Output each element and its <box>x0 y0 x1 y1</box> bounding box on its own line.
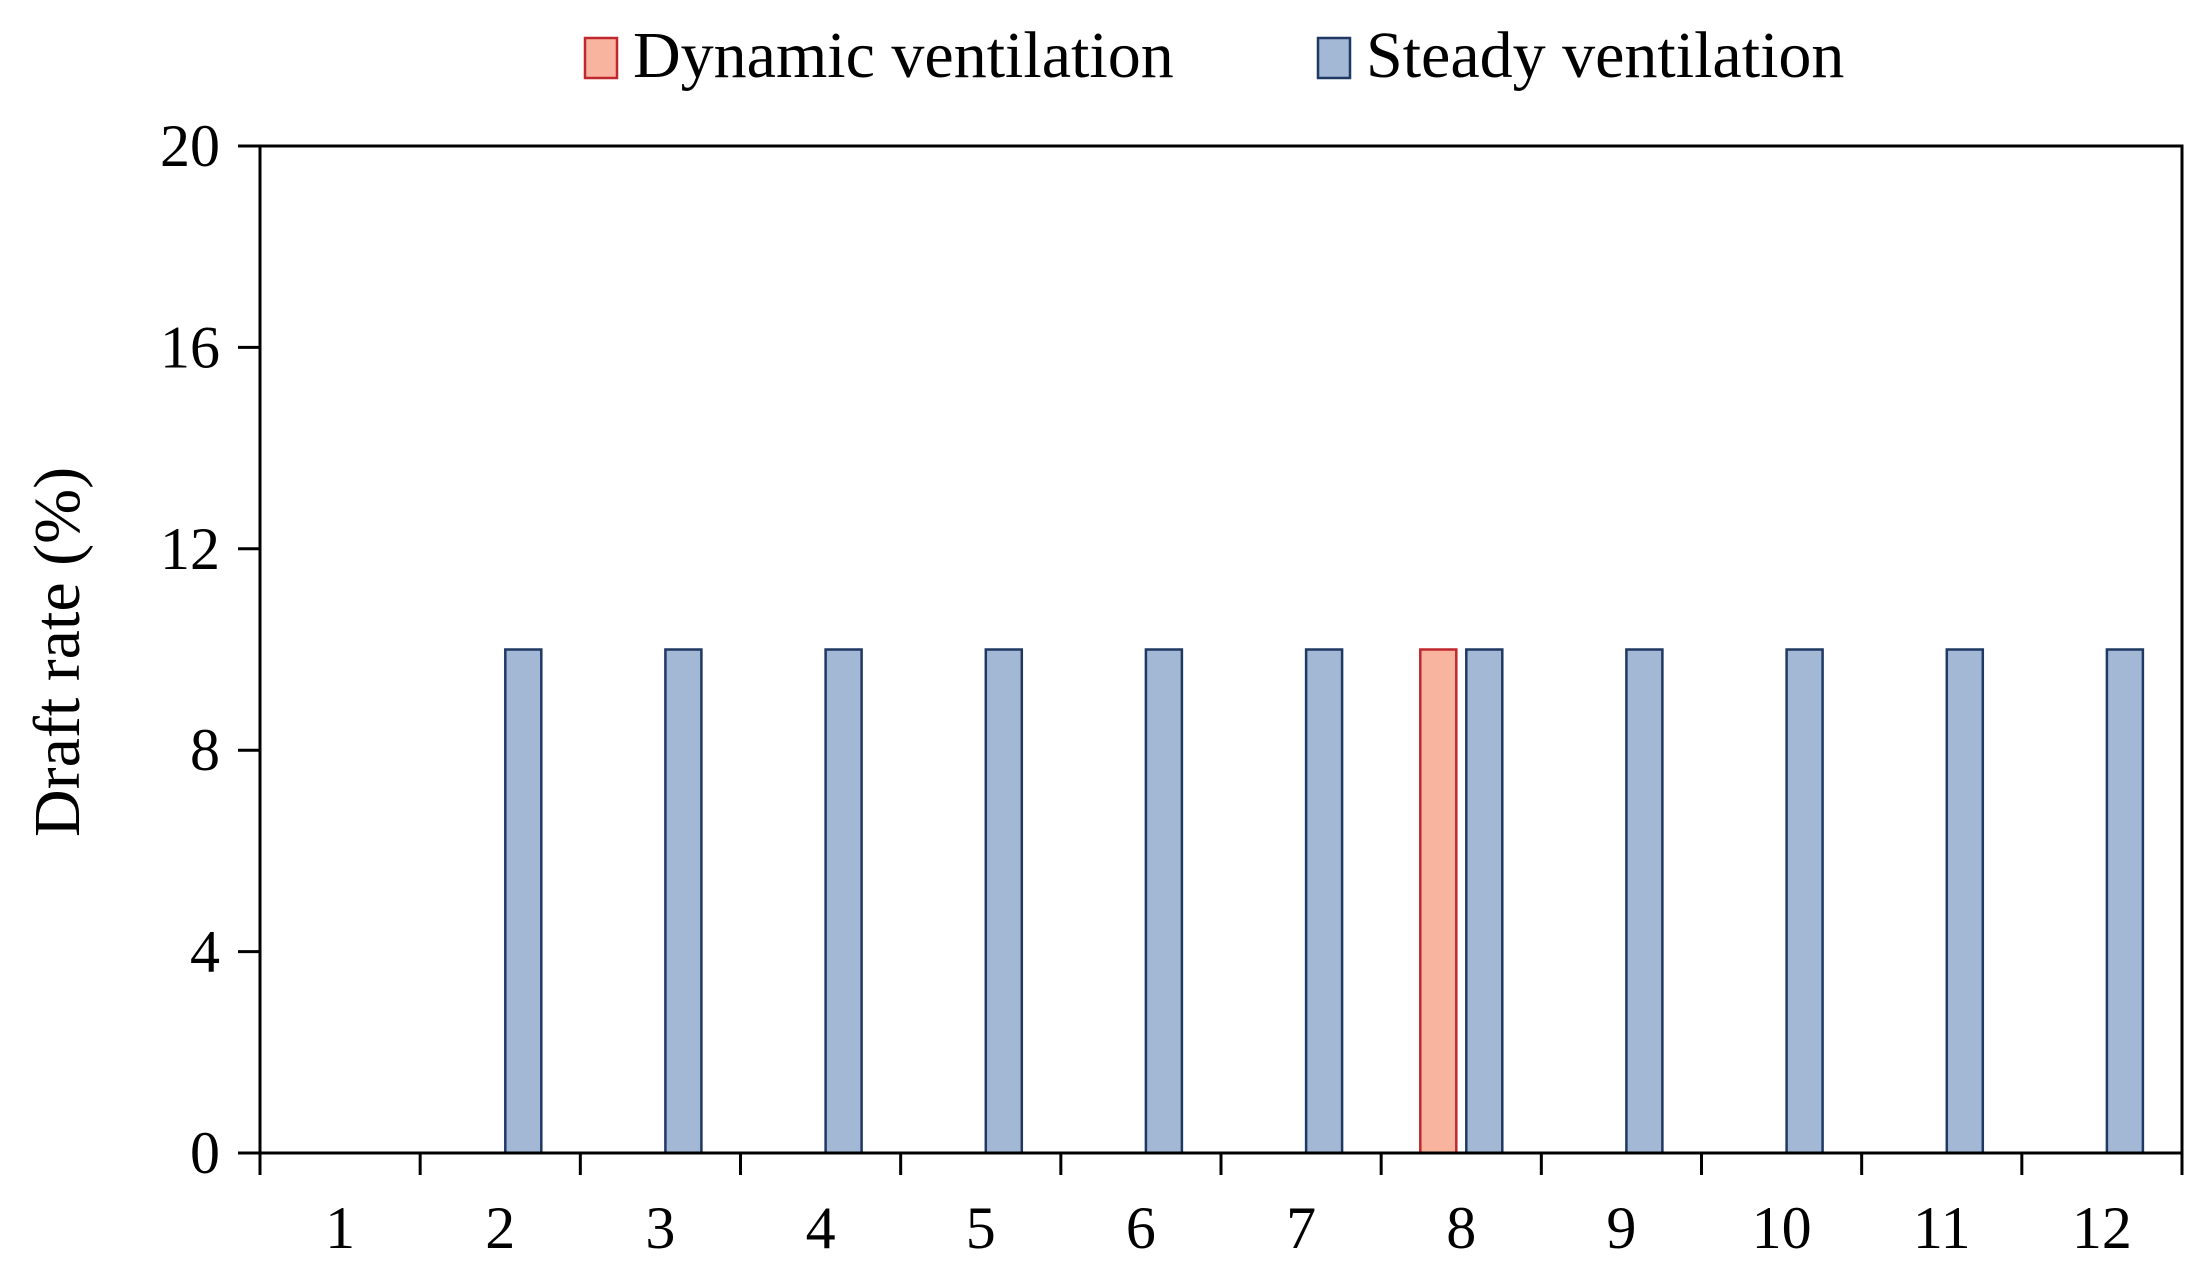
y-tick-label: 0 <box>190 1120 220 1186</box>
legend-swatch-steady <box>1316 36 1352 80</box>
bar-dynamic-8 <box>1419 648 1458 1155</box>
bar-steady-8 <box>1465 648 1504 1155</box>
x-tick-label: 7 <box>1286 1195 1316 1261</box>
bar-steady-4 <box>824 648 863 1155</box>
y-tick-label: 12 <box>160 516 220 582</box>
y-tick-label: 20 <box>160 113 220 179</box>
y-tick-label: 8 <box>190 717 220 783</box>
plot-frame <box>258 144 2184 1155</box>
y-tick-label: 16 <box>160 314 220 380</box>
bar-steady-6 <box>1144 648 1184 1155</box>
x-tick-label: 10 <box>1752 1195 1812 1261</box>
bars-layer <box>504 648 2145 1155</box>
legend-swatch-dynamic <box>583 36 619 80</box>
x-tick-label: 11 <box>1913 1195 1971 1261</box>
bar-steady-2 <box>504 648 543 1155</box>
x-tick-label: 4 <box>806 1195 836 1261</box>
bar-steady-3 <box>664 648 703 1155</box>
x-tick-label: 3 <box>645 1195 675 1261</box>
bar-steady-7 <box>1304 648 1344 1155</box>
x-tick-label: 8 <box>1446 1195 1476 1261</box>
bar-steady-10 <box>1785 648 1824 1155</box>
legend-label-dynamic: Dynamic ventilation <box>633 19 1174 92</box>
x-tick-label: 9 <box>1606 1195 1636 1261</box>
legend: Dynamic ventilation Steady ventilation <box>583 19 1844 92</box>
bar-steady-5 <box>984 648 1024 1155</box>
x-tick-label: 1 <box>325 1195 355 1261</box>
bar-steady-9 <box>1625 648 1664 1155</box>
x-tick-label: 6 <box>1126 1195 1156 1261</box>
y-axis-label: Draft rate (%) <box>21 467 94 837</box>
legend-label-steady: Steady ventilation <box>1366 19 1844 92</box>
bar-steady-12 <box>2105 648 2145 1155</box>
x-tick-label: 5 <box>966 1195 996 1261</box>
y-tick-label: 4 <box>190 919 220 985</box>
x-tick-label: 2 <box>485 1195 515 1261</box>
bar-steady-11 <box>1945 648 1985 1155</box>
x-tick-label: 12 <box>2072 1195 2132 1261</box>
